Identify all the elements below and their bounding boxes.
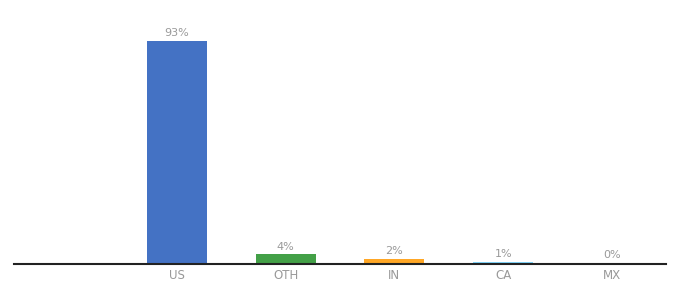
Bar (256, 254, 316, 264)
Text: 1%: 1% (494, 249, 512, 259)
Text: 0%: 0% (603, 250, 621, 260)
Bar (147, 41, 207, 264)
Bar (473, 262, 533, 264)
Text: 2%: 2% (386, 246, 403, 256)
Bar (582, 263, 642, 264)
Text: 4%: 4% (277, 242, 294, 251)
Bar (364, 259, 424, 264)
Text: 93%: 93% (165, 28, 189, 38)
